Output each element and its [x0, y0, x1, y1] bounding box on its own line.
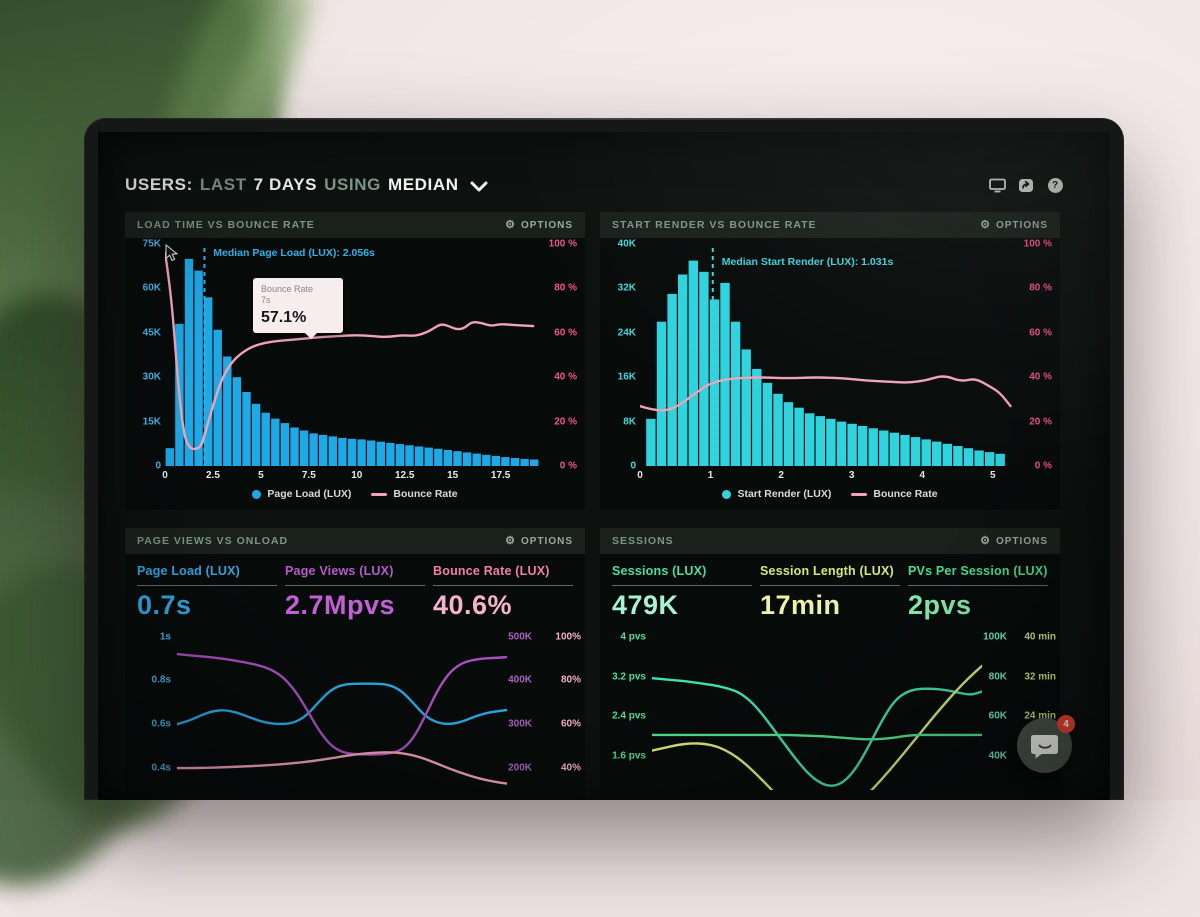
metric-page-load: Page Load (LUX) 0.7s [133, 562, 281, 624]
chart-legend: Start Render (LUX) Bounce Rate [600, 488, 1060, 500]
y-axis-left: 1s 0.8s 0.6s 0.4s [151, 631, 171, 774]
metric-sessions: Sessions (LUX) 479K [608, 562, 756, 624]
title-median: MEDIAN [387, 175, 459, 194]
options-label: OPTIONS [995, 219, 1048, 231]
share-icon[interactable] [1017, 177, 1035, 193]
chat-bubble-icon [1030, 734, 1058, 758]
legend-item: Bounce Rate [851, 488, 938, 500]
plot-area: Median Page Load (LUX): 2.056s Bounce Ra… [165, 244, 539, 466]
panel-header: SESSIONS ⚙ OPTIONS [600, 528, 1060, 554]
legend-line-icon [371, 492, 388, 496]
options-button[interactable]: ⚙ OPTIONS [505, 534, 573, 547]
sessions-lines-chart [652, 664, 982, 790]
display-icon[interactable] [988, 177, 1006, 193]
metric-divider [908, 585, 1048, 586]
chart-sessions: 4 pvs 3.2 pvs 2.4 pvs 1.6 pvs 100K 40 min… [600, 624, 1060, 800]
options-button[interactable]: ⚙ OPTIONS [980, 534, 1048, 547]
options-label: OPTIONS [520, 219, 573, 231]
x-axis: 0 2.5 5 7.5 10 12.5 15 17.5 [162, 470, 511, 481]
start-render-histogram-chart [640, 248, 1012, 466]
gear-icon: ⚙ [505, 218, 516, 231]
chart-legend: Page Load (LUX) Bounce Rate [125, 488, 585, 500]
median-annotation: Median Page Load (LUX): 2.056s [213, 247, 375, 259]
legend-dot-icon [252, 489, 262, 499]
load-time-histogram-chart [165, 248, 539, 466]
y-axis-right: 500K 100% 400K 80% 300K 60% 200K 40% [508, 631, 581, 774]
legend-line-icon [851, 492, 868, 496]
legend-dot-icon [722, 489, 732, 499]
panel-start-render-vs-bounce-rate: START RENDER VS BOUNCE RATE ⚙ OPTIONS 40… [600, 212, 1060, 510]
legend-item: Bounce Rate [371, 488, 458, 500]
gear-icon: ⚙ [505, 534, 516, 547]
title-last: LAST [199, 175, 247, 194]
plot-area [652, 630, 982, 790]
tooltip-x-value: 7s [261, 295, 271, 306]
dashboard-titlebar: USERS: LAST 7 DAYS USING MEDIAN ? [125, 172, 1064, 198]
plot-area: Median Start Render (LUX): 1.031s [640, 244, 1014, 466]
help-icon[interactable]: ? [1046, 177, 1064, 193]
dashboard-screen: USERS: LAST 7 DAYS USING MEDIAN ? [98, 132, 1110, 800]
panel-title: START RENDER VS BOUNCE RATE [612, 219, 817, 231]
tooltip-series: Bounce Rate [261, 284, 314, 294]
y-axis-right: 100 % 80 % 60 % 40 % 20 % 0 % [548, 238, 577, 472]
legend-item: Page Load (LUX) [252, 488, 351, 500]
title-7days: 7 DAYS [253, 175, 318, 194]
notification-badge: 4 [1057, 715, 1075, 733]
panel-title: PAGE VIEWS VS ONLOAD [137, 535, 289, 547]
mouse-pointer-icon [165, 244, 179, 262]
options-button[interactable]: ⚙ OPTIONS [505, 218, 573, 231]
panel-header: START RENDER VS BOUNCE RATE ⚙ OPTIONS [600, 212, 1060, 238]
tooltip-value: 57.1% [261, 308, 307, 326]
chart-page-views-onload: 1s 0.8s 0.6s 0.4s 500K 100% 400K 80% 300K 6… [125, 624, 585, 800]
x-axis: 0 1 2 3 4 5 [637, 470, 996, 481]
metric-bounce-rate: Bounce Rate (LUX) 40.6% [429, 562, 577, 624]
panel-title: SESSIONS [612, 535, 674, 547]
metrics-row: Page Load (LUX) 0.7s Page Views (LUX) 2.… [125, 554, 585, 624]
panel-load-time-vs-bounce-rate: LOAD TIME VS BOUNCE RATE ⚙ OPTIONS 75K 6… [125, 212, 585, 510]
panel-page-views-vs-onload: PAGE VIEWS VS ONLOAD ⚙ OPTIONS Page Load… [125, 528, 585, 800]
gear-icon: ⚙ [980, 534, 991, 547]
metric-session-length: Session Length (LUX) 17min [756, 562, 904, 624]
legend-item: Start Render (LUX) [722, 488, 831, 500]
dashboard-title-dropdown[interactable]: USERS: LAST 7 DAYS USING MEDIAN [125, 175, 488, 195]
chart-tooltip: Bounce Rate 7s 57.1% [253, 278, 343, 338]
metric-divider [760, 585, 900, 586]
options-label: OPTIONS [995, 535, 1048, 547]
metric-page-views: Page Views (LUX) 2.7Mpvs [281, 562, 429, 624]
panel-sessions: SESSIONS ⚙ OPTIONS Sessions (LUX) 479K S… [600, 528, 1060, 800]
y-axis-right: 100K 40 min 80K 32 min 60K 24 min 40K [983, 631, 1056, 762]
metric-divider [433, 585, 573, 586]
panel-header: LOAD TIME VS BOUNCE RATE ⚙ OPTIONS [125, 212, 585, 238]
gear-icon: ⚙ [980, 218, 991, 231]
metrics-row: Sessions (LUX) 479K Session Length (LUX)… [600, 554, 1060, 624]
metric-divider [612, 585, 752, 586]
y-axis-left: 40K 32K 24K 16K 8K 0 [617, 238, 636, 472]
metric-pvs-per-session: PVs Per Session (LUX) 2pvs [908, 564, 1048, 620]
metric-divider [285, 585, 425, 586]
options-button[interactable]: ⚙ OPTIONS [980, 218, 1048, 231]
page-views-lines-chart [177, 652, 507, 785]
chart-load-time: 75K 60K 45K 30K 15K 0 Median Page Load (… [125, 238, 585, 510]
title-using: USING [324, 175, 381, 194]
panel-title: LOAD TIME VS BOUNCE RATE [137, 219, 315, 231]
chevron-down-icon [470, 181, 488, 191]
y-axis-left: 75K 60K 45K 30K 15K 0 [142, 238, 161, 472]
toolbar-icons: ? [988, 177, 1064, 193]
metric-divider [137, 585, 277, 586]
panel-header: PAGE VIEWS VS ONLOAD ⚙ OPTIONS [125, 528, 585, 554]
y-axis-right: 100 % 80 % 60 % 40 % 20 % 0 % [1023, 238, 1052, 472]
title-users: USERS: [125, 175, 193, 194]
median-annotation: Median Start Render (LUX): 1.031s [721, 256, 894, 268]
chart-start-render: 40K 32K 24K 16K 8K 0 Median Start Render… [600, 238, 1060, 510]
y-axis-left: 4 pvs 3.2 pvs 2.4 pvs 1.6 pvs [612, 631, 646, 762]
laptop: USERS: LAST 7 DAYS USING MEDIAN ? [84, 118, 1124, 800]
options-label: OPTIONS [520, 535, 573, 547]
plot-area [177, 630, 507, 790]
chat-widget-button[interactable]: 4 [1017, 715, 1075, 773]
